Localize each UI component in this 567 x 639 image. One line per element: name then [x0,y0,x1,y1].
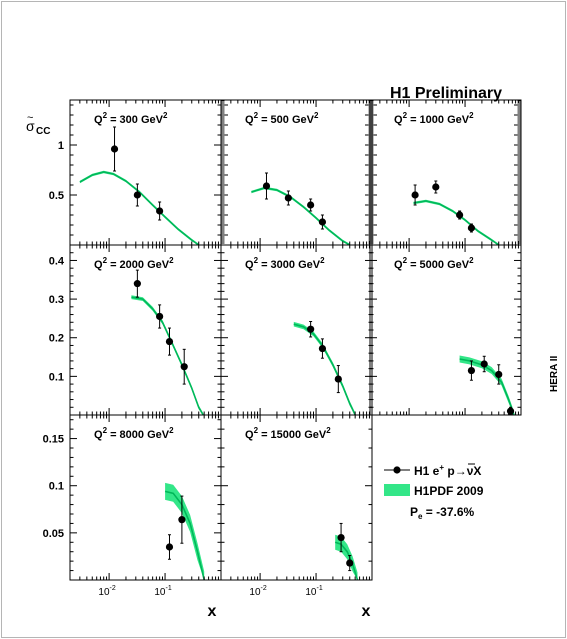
x-tick-label: 10-2 [98,585,115,598]
panel-plot-area [334,522,359,580]
data-point [467,224,476,232]
data-point [307,201,315,209]
panel-6: Q2 = 5000 GeV2 [369,244,522,416]
prediction-band [165,482,205,580]
prediction-curve [79,171,200,245]
panel-plot-area [411,180,500,245]
collaboration-title: H1 Preliminary [390,85,502,102]
panels-layer: 0.5 1 Q2 = 300 GeV2 Q2 = 500 GeV2 Q2 = 1000 … [43,99,522,598]
panel-7: 0.05 0.1 0.15 10-2 10-1 Q2 = 8000 GeV2 [43,414,222,598]
y-tick-label: 0.05 [43,528,64,540]
data-point [156,207,164,215]
data-point [180,363,188,371]
prediction-band [131,295,204,415]
panel-2: Q2 = 500 GeV2 [220,99,373,246]
x-axis-label-left: x [208,603,217,620]
data-point [411,191,419,199]
data-point [432,183,440,191]
panel-8: 10-2 10-1 Q2 = 15000 GeV2 [220,414,373,598]
panel-label: Q2 = 5000 GeV2 [394,256,474,271]
legend: H1 e+ p→νX H1PDF 2009 Pe = -37.6% [384,463,484,521]
y-tick-label: 0.1 [49,371,64,383]
legend-data-label: H1 e+ p→νX [414,463,481,478]
data-point [178,516,186,524]
panel-label: Q2 = 300 GeV2 [94,111,168,126]
panel-1: 0.5 1 Q2 = 300 GeV2 [49,99,222,246]
panel-plot-area [131,269,204,415]
data-point [262,182,271,190]
x-tick-label: 10-1 [305,585,322,598]
data-point [495,370,503,379]
data-point [318,218,327,226]
prediction-band [293,321,356,415]
prediction-curve [131,296,204,415]
data-point [156,312,164,321]
data-point [133,280,141,288]
data-point [467,366,476,375]
prediction-curve [334,541,359,580]
prediction-curve [293,323,356,415]
y-axis-label-symbol: σ [26,118,35,134]
y-tick-label: 0.15 [43,434,64,446]
y-tick-label: 0.3 [49,294,64,306]
x-axis-label-right: x [362,603,371,620]
y-tick-label: 1 [58,140,64,152]
legend-polarisation-label: Pe = -37.6% [410,505,474,521]
panel-label: Q2 = 500 GeV2 [245,111,319,126]
panel-frame [220,414,373,581]
data-point [480,360,488,368]
panel-4: 0.1 0.2 0.3 0.4 Q2 = 2000 GeV2 [49,244,222,416]
panel-label: Q2 = 3000 GeV2 [245,256,325,271]
x-tick-label: 10-2 [249,585,266,598]
data-point [456,211,464,219]
y-tick-label: 0.2 [49,333,64,345]
y-tick-label: 0.5 [49,190,64,202]
panel-plot-area [293,321,356,415]
data-point [337,533,345,542]
prediction-curve [413,200,500,245]
data-point [307,325,315,333]
y-axis-label: σ ~ CC [26,112,50,137]
prediction-curve [459,358,515,415]
prediction-band [335,534,358,580]
prediction-band [413,199,499,245]
panel-5: Q2 = 3000 GeV2 [220,244,373,416]
data-point [165,543,174,551]
x-tick-label: 10-1 [154,585,171,598]
y-tick-label: 0.1 [49,481,64,493]
panel-3: Q2 = 1000 GeV2 [369,99,522,246]
data-point [110,145,119,153]
panel-plot-area [164,482,205,580]
y-axis-label-accent: ~ [27,112,33,124]
panel-label: Q2 = 2000 GeV2 [94,256,174,271]
panel-plot-area [459,355,515,415]
legend-data-marker [393,466,401,474]
y-tick-label: 0.4 [49,255,65,267]
panel-label: Q2 = 1000 GeV2 [394,111,474,126]
data-point [165,337,174,346]
data-point [346,559,354,567]
panel-plot-area [79,126,200,245]
data-point [318,344,327,353]
data-point [284,194,292,202]
panel-label: Q2 = 15000 GeV2 [245,426,331,441]
data-point [334,375,342,383]
legend-band-label: H1PDF 2009 [414,484,484,498]
prediction-band [79,170,199,245]
legend-band-swatch [384,484,410,496]
prediction-curve [164,490,205,580]
data-point [506,407,515,415]
y-axis-label-subscript: CC [36,126,50,137]
data-point [133,191,141,199]
side-label: HERA II [549,355,560,392]
panel-label: Q2 = 8000 GeV2 [94,426,174,441]
panel-plot-area [251,172,351,245]
